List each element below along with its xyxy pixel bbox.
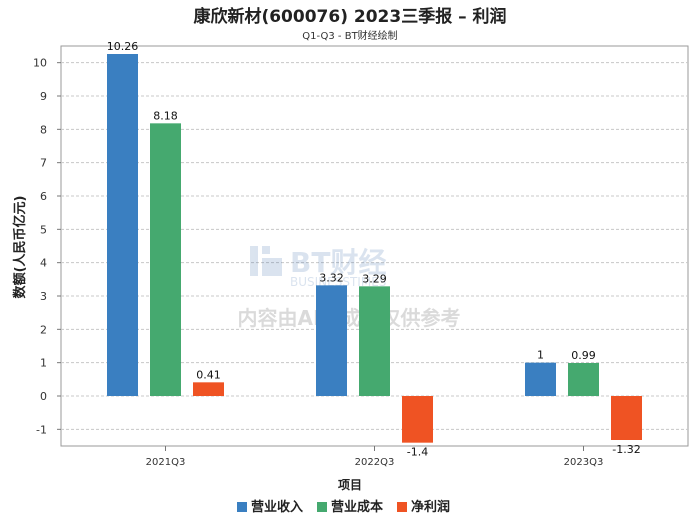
bar-2022Q3-营业成本[interactable]	[359, 286, 390, 396]
bar-series	[107, 54, 642, 443]
x-tick-label: 2021Q3	[146, 457, 186, 468]
data-label: 8.18	[153, 109, 178, 122]
data-label: 3.32	[319, 271, 344, 284]
y-axis-ticks: -1 0 1 2 3 4 5 6 7 8 9 10	[33, 57, 61, 436]
watermark-logo-block	[262, 258, 282, 276]
data-label: 0.99	[571, 349, 596, 362]
data-label: -1.4	[407, 446, 428, 459]
watermark-notice: 内容由AI生成，仅供参考	[238, 306, 461, 330]
bar-2023Q3-净利润[interactable]	[611, 396, 642, 440]
y-tick-label: 3	[40, 290, 47, 303]
bar-2023Q3-营业成本[interactable]	[568, 363, 599, 396]
watermark-logo-dot	[262, 246, 270, 254]
y-tick-label: 8	[40, 123, 47, 136]
data-labels: 10.26 8.18 0.41 3.32 3.29 -1.4 1 0.99 -1.32	[107, 40, 641, 459]
legend-label: 净利润	[411, 499, 450, 515]
legend-label: 营业成本	[331, 499, 383, 515]
bar-2021Q3-营业收入[interactable]	[107, 54, 138, 396]
legend-item[interactable]: 营业收入	[237, 499, 303, 515]
watermark: BT财经 BUSINESSTIMES	[250, 246, 386, 289]
data-label: 1	[537, 349, 544, 362]
y-axis-label: 数额(人民币亿元)	[12, 196, 28, 299]
chart-subtitle: Q1-Q3 - BT财经绘制	[302, 29, 397, 42]
bar-2022Q3-营业收入[interactable]	[316, 285, 347, 396]
watermark-logo-bar	[250, 246, 258, 276]
x-tick-label: 2023Q3	[564, 457, 604, 468]
y-tick-label: 2	[40, 323, 47, 336]
bar-2023Q3-营业收入[interactable]	[525, 362, 556, 396]
y-tick-label: 5	[40, 223, 47, 236]
y-tick-label: 4	[40, 257, 47, 270]
y-tick-label: 9	[40, 90, 47, 103]
legend-item[interactable]: 营业成本	[317, 499, 383, 515]
watermark-brand: BT财经	[290, 246, 386, 279]
legend-swatch	[237, 502, 247, 512]
y-tick-label: 7	[40, 157, 47, 170]
data-label: -1.32	[612, 443, 640, 456]
watermark-brand-en: BUSINESSTIMES	[290, 275, 386, 289]
chart-title: 康欣新材(600076) 2023三季报 – 利润	[193, 6, 506, 27]
legend-swatch	[317, 502, 327, 512]
legend-item[interactable]: 净利润	[397, 499, 450, 515]
y-tick-label: -1	[36, 423, 47, 436]
y-tick-label: 0	[40, 390, 47, 403]
bar-2021Q3-营业成本[interactable]	[150, 123, 181, 396]
y-tick-label: 1	[40, 357, 47, 370]
x-axis-ticks: 2021Q3 2022Q3 2023Q3	[146, 446, 604, 468]
data-label: 0.41	[196, 368, 221, 381]
data-label: 3.29	[362, 272, 387, 285]
bar-2021Q3-净利润[interactable]	[193, 382, 224, 396]
y-tick-label: 6	[40, 190, 47, 203]
x-tick-label: 2022Q3	[355, 457, 395, 468]
bar-2022Q3-净利润[interactable]	[402, 396, 433, 443]
x-axis-label: 项目	[338, 478, 362, 492]
y-tick-label: 10	[33, 57, 47, 70]
legend: 营业收入 营业成本 净利润	[237, 499, 450, 515]
legend-swatch	[397, 502, 407, 512]
data-label: 10.26	[107, 40, 139, 53]
legend-label: 营业收入	[251, 499, 303, 515]
